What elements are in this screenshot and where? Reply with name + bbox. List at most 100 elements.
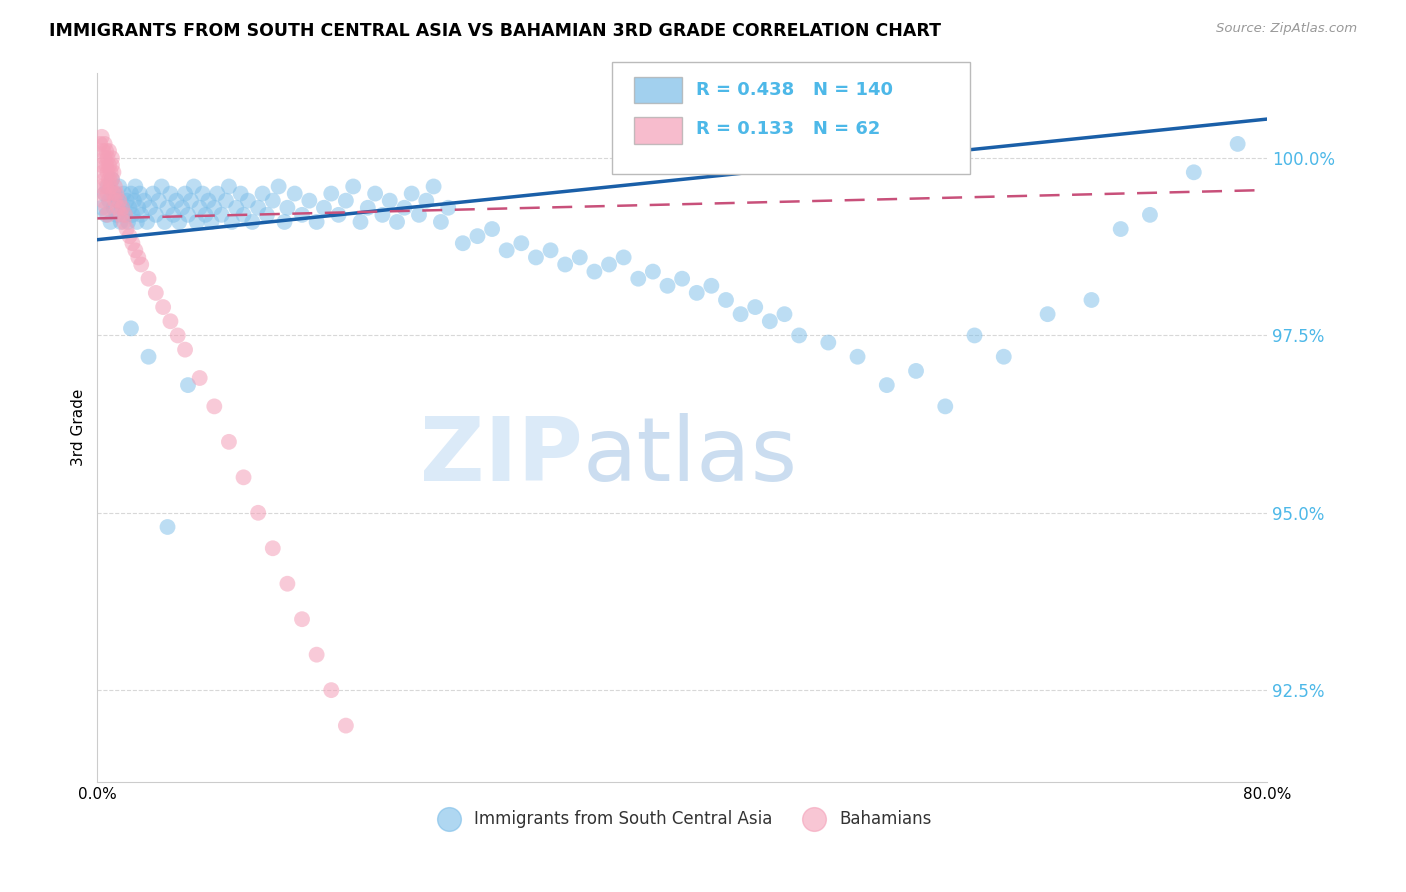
Point [1139,208,1161,222]
Point [145,208,167,222]
Point [817,335,839,350]
Point [104,186,127,201]
Point [104,194,127,208]
Point [207,186,229,201]
Point [117,215,139,229]
Point [104,179,127,194]
Point [730,307,752,321]
Point [1109,222,1132,236]
Point [305,648,328,662]
Text: IMMIGRANTS FROM SOUTH CENTRAL ASIA VS BAHAMIAN 3RD GRADE CORRELATION CHART: IMMIGRANTS FROM SOUTH CENTRAL ASIA VS BA… [49,22,941,40]
Point [105,186,128,201]
Point [94,208,117,222]
Text: atlas: atlas [582,412,797,500]
Point [225,201,247,215]
Point [110,208,132,222]
Point [284,186,307,201]
Point [188,201,211,215]
Point [422,179,444,194]
Point [156,201,179,215]
Point [90,179,112,194]
Point [120,321,142,335]
Point [174,343,197,357]
Point [114,208,136,222]
Point [202,400,225,414]
Point [291,208,314,222]
Point [121,208,143,222]
Point [98,172,121,186]
Point [90,804,112,818]
Point [202,201,225,215]
Point [159,314,181,328]
Point [114,208,136,222]
Point [335,718,357,732]
Point [150,179,173,194]
Point [97,179,120,194]
Point [221,215,243,229]
Point [166,328,188,343]
Point [153,215,176,229]
Point [200,215,222,229]
Point [138,271,160,285]
Point [110,215,132,229]
Point [321,186,343,201]
Point [394,201,416,215]
Point [108,179,131,194]
Point [172,201,194,215]
Point [218,179,240,194]
Point [267,179,290,194]
Text: R = 0.438   N = 140: R = 0.438 N = 140 [696,81,893,99]
Point [298,194,321,208]
Point [215,194,238,208]
Point [451,236,474,251]
Point [262,541,284,556]
Point [759,314,782,328]
Point [598,258,620,272]
Point [846,350,869,364]
Point [94,158,117,172]
Point [218,434,240,449]
Point [671,271,693,285]
Point [627,271,650,285]
Legend: Immigrants from South Central Asia, Bahamians: Immigrants from South Central Asia, Baha… [426,803,938,834]
Point [118,201,141,215]
Point [773,307,796,321]
Point [115,194,138,208]
Point [408,208,430,222]
Point [142,186,165,201]
Point [105,208,128,222]
Point [91,165,114,179]
Point [364,186,387,201]
Point [1080,293,1102,307]
Point [1036,307,1059,321]
Point [103,201,125,215]
Point [129,208,152,222]
Point [100,165,122,179]
Point [129,258,152,272]
Point [273,215,295,229]
Point [103,165,125,179]
Point [90,158,112,172]
Point [174,186,197,201]
Point [312,201,335,215]
Point [128,186,150,201]
Point [122,194,145,208]
Point [93,151,115,165]
Point [94,179,117,194]
Point [138,350,160,364]
Point [91,194,114,208]
Point [89,136,111,151]
Point [97,208,120,222]
Point [700,278,723,293]
Point [156,520,179,534]
Point [159,186,181,201]
Point [510,236,533,251]
Point [385,215,408,229]
Point [93,186,115,201]
Point [94,201,117,215]
Point [686,285,709,300]
Point [401,186,423,201]
Point [112,215,135,229]
Point [101,151,124,165]
Point [97,165,120,179]
